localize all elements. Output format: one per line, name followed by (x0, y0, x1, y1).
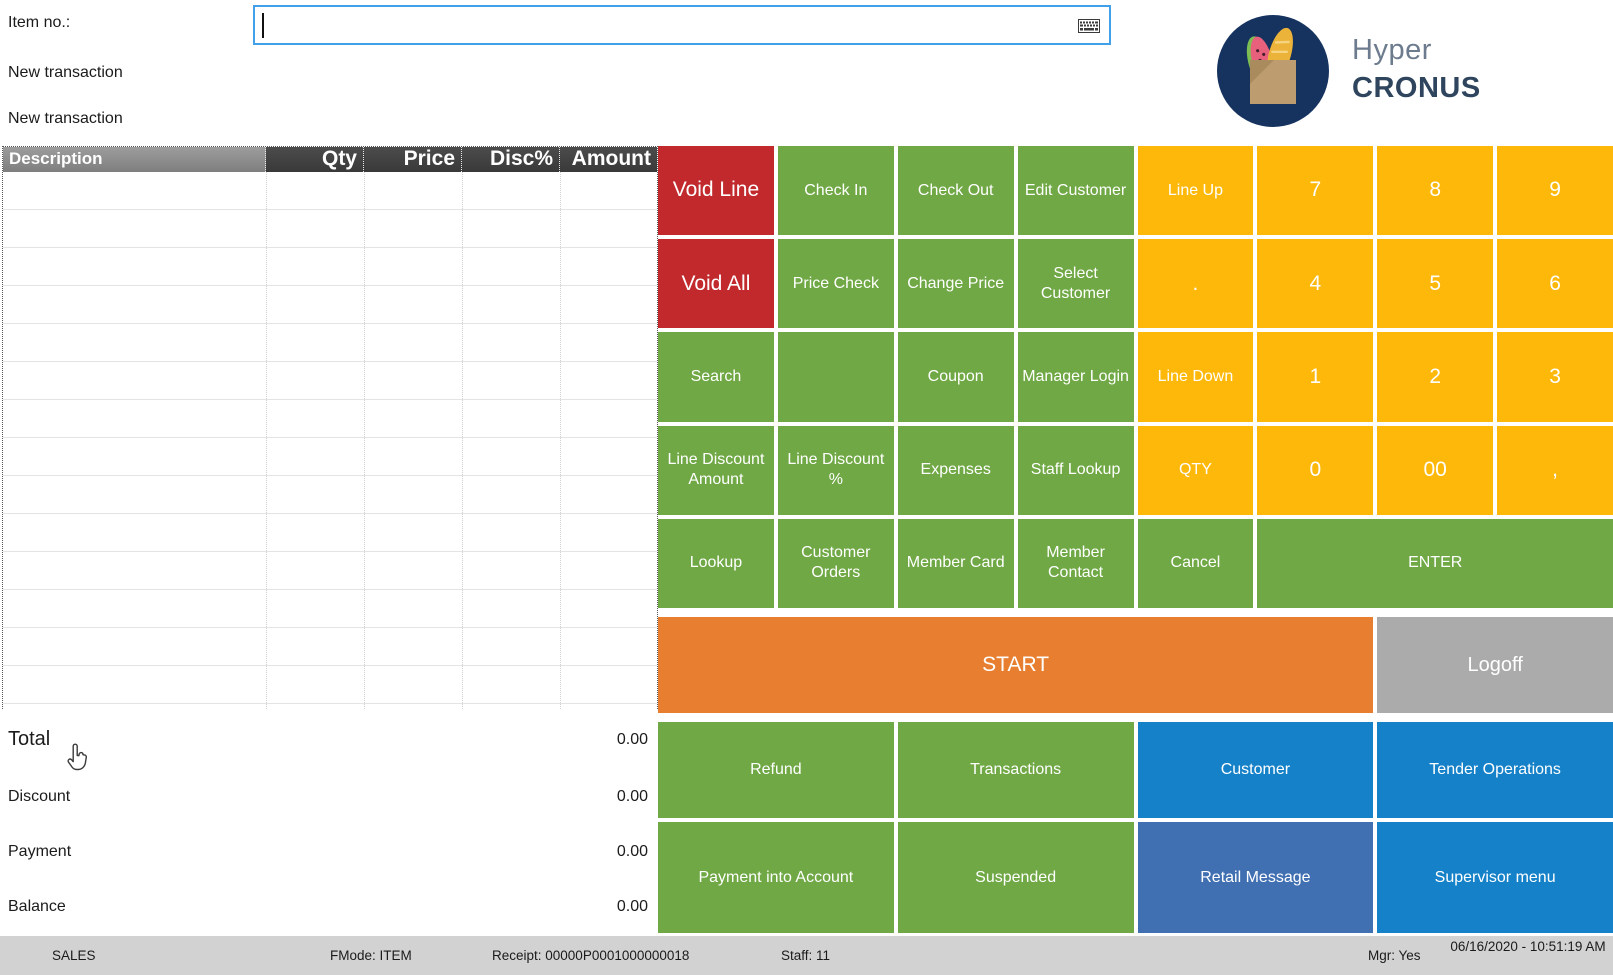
status-staff: Staff: 11 (781, 948, 831, 963)
numpad-8-button[interactable]: 8 (1377, 146, 1494, 236)
line-up-button[interactable]: Line Up (1137, 146, 1254, 236)
status-bar: SALES FMode: ITEM Receipt: 00000P0001000… (0, 936, 1613, 975)
totals-panel: Total 0.00 Discount 0.00 Payment 0.00 Ba… (0, 709, 658, 934)
item-no-field-wrap (253, 5, 1111, 45)
refund-button[interactable]: Refund (658, 722, 894, 818)
brand-name-bottom: CRONUS (1352, 72, 1481, 104)
numpad-3-button[interactable]: 3 (1497, 332, 1613, 422)
status-line-2: New transaction (8, 110, 123, 127)
edit-customer-button[interactable]: Edit Customer (1017, 146, 1134, 236)
numpad-2-button[interactable]: 2 (1377, 332, 1494, 422)
numpad-5-button[interactable]: 5 (1377, 239, 1494, 329)
status-datetime: 06/16/2020 - 10:51:19 AM (1450, 939, 1606, 954)
grid-divider (462, 172, 463, 709)
status-receipt: Receipt: 00000P0001000000018 (492, 948, 690, 963)
enter-button[interactable]: ENTER (1257, 518, 1613, 608)
grid-divider (364, 172, 365, 709)
status-mode: SALES (52, 948, 96, 963)
balance-value: 0.00 (616, 898, 648, 915)
numpad-0-button[interactable]: 0 (1257, 425, 1374, 515)
customer-orders-button[interactable]: Customer Orders (777, 518, 894, 608)
numpad-00-button[interactable]: 00 (1377, 425, 1494, 515)
start-button[interactable]: START (658, 617, 1374, 713)
numpad-4-button[interactable]: 4 (1257, 239, 1374, 329)
suspended-button[interactable]: Suspended (897, 822, 1134, 933)
logoff-button[interactable]: Logoff (1377, 617, 1613, 713)
brand-logo: Hyper CRONUS (1216, 12, 1606, 130)
column-header-qty[interactable]: Qty (266, 147, 364, 172)
qty-button[interactable]: QTY (1137, 425, 1254, 515)
payment-label: Payment (8, 843, 72, 860)
tender-operations-button[interactable]: Tender Operations (1377, 722, 1613, 818)
select-customer-button[interactable]: Select Customer (1017, 239, 1134, 329)
grid-divider (266, 172, 267, 709)
change-price-button[interactable]: Change Price (897, 239, 1014, 329)
line-down-button[interactable]: Line Down (1137, 332, 1254, 422)
column-header-disc[interactable]: Disc% (462, 147, 560, 172)
numpad-comma-button[interactable]: , (1497, 425, 1613, 515)
discount-label: Discount (8, 788, 71, 805)
lookup-button[interactable]: Lookup (658, 518, 774, 608)
receipt-table-header: Description Qty Price Disc% Amount (3, 147, 657, 172)
supervisor-menu-button[interactable]: Supervisor menu (1377, 822, 1613, 933)
grocery-bag-icon (1217, 15, 1329, 127)
retail-message-button[interactable]: Retail Message (1137, 822, 1374, 933)
line-discount-percent-button[interactable]: Line Discount % (777, 425, 894, 515)
text-caret (262, 13, 264, 38)
total-label: Total (8, 728, 51, 750)
search-button[interactable]: Search (658, 332, 774, 422)
balance-label: Balance (8, 898, 66, 915)
keyboard-icon[interactable] (1078, 19, 1100, 38)
numpad-1-button[interactable]: 1 (1257, 332, 1374, 422)
total-value: 0.00 (616, 731, 648, 748)
status-mgr: Mgr: Yes (1368, 948, 1421, 963)
column-header-description[interactable]: Description (3, 147, 266, 172)
transactions-button[interactable]: Transactions (897, 722, 1134, 818)
numpad-7-button[interactable]: 7 (1257, 146, 1374, 236)
status-line-1: New transaction (8, 64, 123, 81)
member-contact-button[interactable]: Member Contact (1017, 518, 1134, 608)
coupon-button[interactable]: Coupon (897, 332, 1014, 422)
grid-divider (560, 172, 561, 709)
customer-button[interactable]: Customer (1137, 722, 1374, 818)
payment-value: 0.00 (616, 843, 648, 860)
check-out-button[interactable]: Check Out (897, 146, 1014, 236)
payment-into-account-button[interactable]: Payment into Account (658, 822, 894, 933)
void-all-button[interactable]: Void All (658, 239, 774, 329)
status-fmode: FMode: ITEM (330, 948, 412, 963)
price-check-button[interactable]: Price Check (777, 239, 894, 329)
hand-cursor-icon (67, 742, 91, 777)
receipt-table-body (3, 172, 657, 709)
column-header-price[interactable]: Price (364, 147, 462, 172)
numpad-decimal-button[interactable]: . (1137, 239, 1254, 329)
cancel-button[interactable]: Cancel (1137, 518, 1254, 608)
receipt-table: Description Qty Price Disc% Amount (2, 146, 658, 709)
blank-function-button[interactable] (777, 332, 894, 422)
expenses-button[interactable]: Expenses (897, 425, 1014, 515)
brand-name-top: Hyper (1352, 34, 1432, 66)
line-discount-amount-button[interactable]: Line Discount Amount (658, 425, 774, 515)
operations-row-1: Refund Transactions Customer Tender Oper… (658, 722, 1613, 818)
start-row: START Logoff (658, 617, 1613, 713)
column-header-amount[interactable]: Amount (560, 147, 657, 172)
staff-lookup-button[interactable]: Staff Lookup (1017, 425, 1134, 515)
void-line-button[interactable]: Void Line (658, 146, 774, 236)
check-in-button[interactable]: Check In (777, 146, 894, 236)
numpad-6-button[interactable]: 6 (1497, 239, 1613, 329)
manager-login-button[interactable]: Manager Login (1017, 332, 1134, 422)
numpad-9-button[interactable]: 9 (1497, 146, 1613, 236)
operations-row-2: Payment into Account Suspended Retail Me… (658, 822, 1613, 933)
function-keypad-grid: Void Line Check In Check Out Edit Custom… (658, 146, 1613, 608)
item-no-label: Item no.: (8, 14, 71, 31)
discount-value: 0.00 (616, 788, 648, 805)
item-no-input[interactable] (255, 7, 1109, 43)
member-card-button[interactable]: Member Card (897, 518, 1014, 608)
